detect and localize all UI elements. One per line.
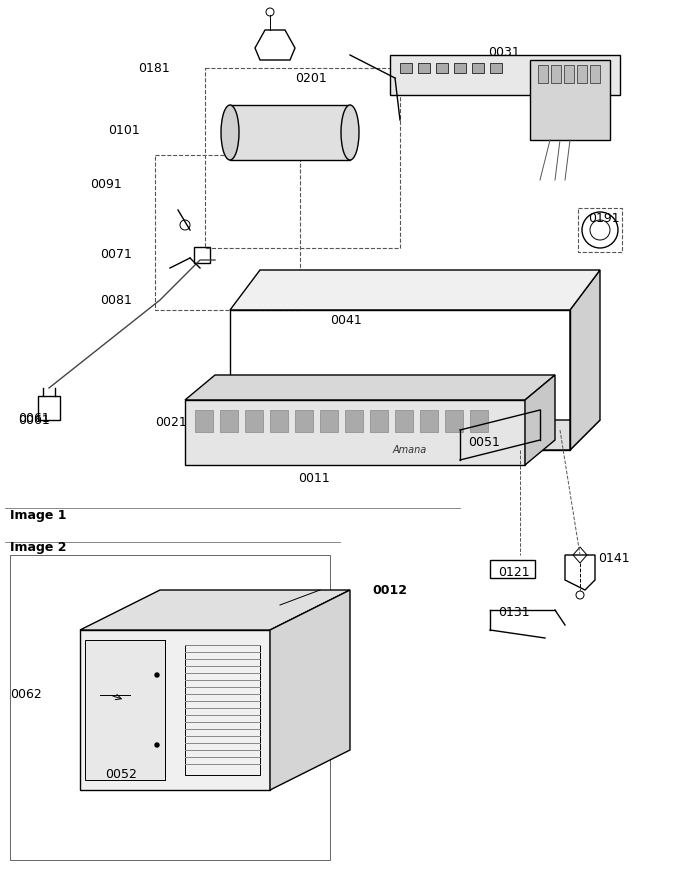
Bar — [370, 410, 388, 432]
Ellipse shape — [341, 105, 359, 160]
Text: Amana: Amana — [393, 445, 427, 455]
Bar — [445, 410, 463, 432]
Bar — [420, 410, 438, 432]
Text: Image 2: Image 2 — [10, 541, 67, 554]
Bar — [490, 63, 502, 73]
Text: 0081: 0081 — [100, 294, 132, 306]
Bar — [530, 60, 610, 140]
Text: 0031: 0031 — [488, 46, 520, 59]
Text: 0021: 0021 — [155, 416, 187, 429]
Bar — [230, 105, 350, 160]
Bar — [185, 645, 260, 775]
Bar — [418, 63, 430, 73]
Text: Image 1: Image 1 — [10, 510, 67, 523]
Bar — [155, 155, 300, 310]
Bar — [205, 68, 400, 248]
Polygon shape — [80, 590, 350, 630]
Bar — [578, 208, 622, 252]
Text: 0181: 0181 — [138, 61, 170, 75]
Polygon shape — [230, 420, 600, 450]
Bar — [590, 65, 600, 83]
Text: 0061: 0061 — [18, 413, 50, 426]
Text: 0052: 0052 — [105, 768, 137, 781]
Text: 0061: 0061 — [18, 411, 50, 424]
Text: 0101: 0101 — [108, 124, 140, 137]
Bar — [245, 410, 263, 432]
Bar — [470, 410, 488, 432]
Bar — [10, 555, 330, 860]
Bar — [345, 410, 363, 432]
Bar — [195, 410, 213, 432]
Text: 0012: 0012 — [372, 583, 407, 596]
Circle shape — [155, 743, 159, 747]
Bar — [320, 410, 338, 432]
Circle shape — [155, 673, 159, 677]
Ellipse shape — [221, 105, 239, 160]
Bar — [270, 410, 288, 432]
Text: 0011: 0011 — [298, 472, 330, 484]
Polygon shape — [525, 375, 555, 465]
Bar — [85, 640, 165, 780]
Text: 0071: 0071 — [100, 248, 132, 261]
Text: 0051: 0051 — [468, 437, 500, 450]
Bar — [185, 400, 525, 465]
Polygon shape — [230, 270, 600, 310]
Text: 0191: 0191 — [588, 211, 619, 225]
Text: 0041: 0041 — [330, 313, 362, 326]
Bar — [472, 63, 484, 73]
Polygon shape — [570, 270, 600, 450]
Bar — [194, 247, 210, 263]
Bar — [295, 410, 313, 432]
Text: 0091: 0091 — [90, 179, 122, 191]
Text: 0121: 0121 — [498, 566, 530, 579]
Bar — [564, 65, 574, 83]
Bar — [551, 65, 561, 83]
Bar — [400, 63, 412, 73]
Bar — [538, 65, 548, 83]
Polygon shape — [80, 630, 270, 790]
Bar — [395, 410, 413, 432]
Polygon shape — [270, 590, 350, 790]
Text: 0062: 0062 — [10, 688, 41, 702]
Text: 0131: 0131 — [498, 605, 530, 618]
Bar — [390, 55, 620, 95]
Bar — [220, 410, 238, 432]
Text: 0201: 0201 — [295, 72, 327, 84]
Text: 0141: 0141 — [598, 552, 630, 565]
Bar — [577, 65, 587, 83]
Polygon shape — [185, 375, 555, 400]
Bar — [436, 63, 448, 73]
Bar — [454, 63, 466, 73]
